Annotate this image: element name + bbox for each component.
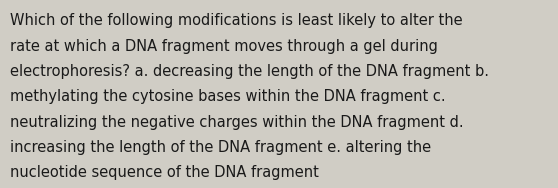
Text: neutralizing the negative charges within the DNA fragment d.: neutralizing the negative charges within… [10, 115, 464, 130]
Text: nucleotide sequence of the DNA fragment: nucleotide sequence of the DNA fragment [10, 165, 319, 180]
Text: rate at which a DNA fragment moves through a gel during: rate at which a DNA fragment moves throu… [10, 39, 438, 54]
Text: electrophoresis? a. decreasing the length of the DNA fragment b.: electrophoresis? a. decreasing the lengt… [10, 64, 489, 79]
Text: increasing the length of the DNA fragment e. altering the: increasing the length of the DNA fragmen… [10, 140, 431, 155]
Text: Which of the following modifications is least likely to alter the: Which of the following modifications is … [10, 13, 463, 28]
Text: methylating the cytosine bases within the DNA fragment c.: methylating the cytosine bases within th… [10, 89, 446, 104]
